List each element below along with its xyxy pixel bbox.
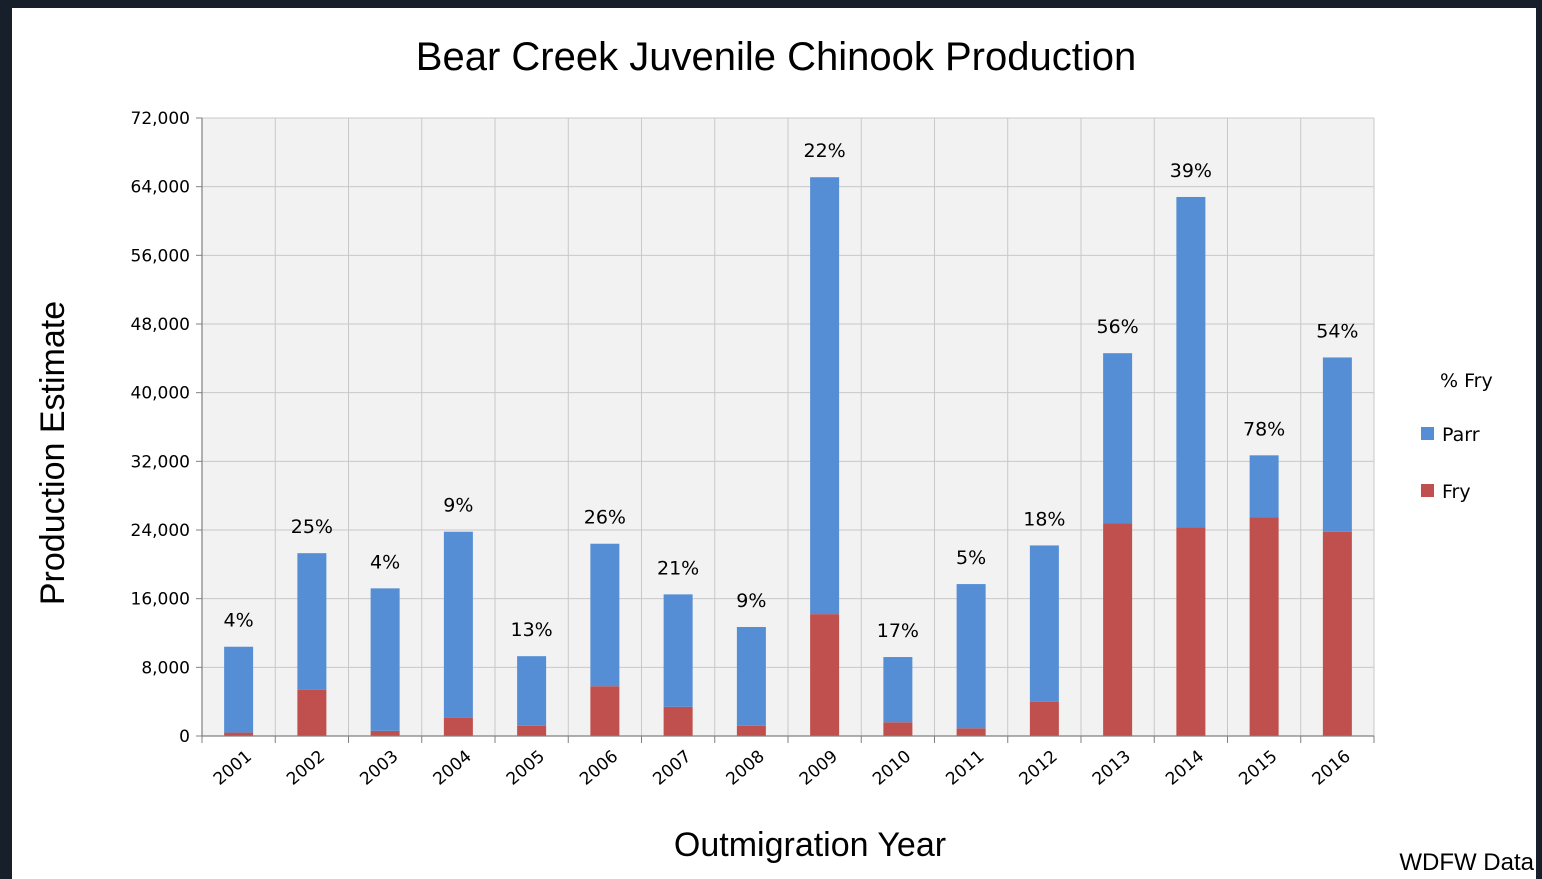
bar-fry-2016 xyxy=(1322,531,1352,736)
y-tick-labels: 0 8,000 16,000 24,000 32,000 40,000 48,000 56,0… xyxy=(131,109,190,747)
y-tick-label: 48,000 xyxy=(131,315,190,335)
chart-frame: Bear Creek Juvenile Chinook Production 0… xyxy=(12,8,1536,879)
y-tick-label: 56,000 xyxy=(131,246,190,266)
bar-parr-2004 xyxy=(443,531,473,718)
bar-parr-2009 xyxy=(810,177,840,615)
bar-parr-2016 xyxy=(1322,357,1352,532)
bar-fry-2010 xyxy=(883,722,913,736)
bar-label-2004: 9% xyxy=(443,495,473,517)
legend-parr-swatch xyxy=(1421,427,1434,440)
bar-label-2006: 26% xyxy=(584,507,626,529)
bar-fry-2008 xyxy=(736,725,766,736)
x-tick-label: 2011 xyxy=(942,747,988,790)
bar-label-2003: 4% xyxy=(370,551,400,573)
y-tick-label: 16,000 xyxy=(131,590,190,610)
bar-fry-2003 xyxy=(370,730,400,736)
bar-label-2010: 17% xyxy=(877,620,919,642)
x-tick-label: 2007 xyxy=(649,747,695,790)
y-tick-label: 24,000 xyxy=(131,521,190,541)
legend-fry-swatch xyxy=(1421,484,1434,497)
bar-fry-2015 xyxy=(1249,517,1279,736)
y-tick-label: 40,000 xyxy=(131,384,190,404)
x-tick-label: 2013 xyxy=(1089,747,1135,790)
bar-fry-2013 xyxy=(1103,523,1133,736)
x-tick-label: 2008 xyxy=(723,747,769,790)
bar-fry-2002 xyxy=(297,689,327,736)
bar-parr-2006 xyxy=(590,543,620,687)
x-tick-labels: 2001 2002 2003 2004 2005 2006 2007 2008 2009 2010… xyxy=(210,747,1355,790)
x-tick-label: 2009 xyxy=(796,747,842,790)
x-tick-label: 2015 xyxy=(1235,747,1281,790)
bar-parr-2003 xyxy=(370,588,400,731)
bar-label-2005: 13% xyxy=(511,619,553,641)
bar-parr-2012 xyxy=(1029,545,1059,702)
bar-label-2009: 22% xyxy=(804,140,846,162)
bar-label-2012: 18% xyxy=(1023,508,1065,530)
x-tick-label: 2002 xyxy=(283,747,329,790)
bar-fry-2005 xyxy=(517,725,547,736)
bar-label-2011: 5% xyxy=(956,547,986,569)
bar-parr-2001 xyxy=(224,646,254,733)
x-tick-label: 2001 xyxy=(210,747,256,790)
legend: % Fry Parr Fry xyxy=(1421,370,1493,503)
y-tick-label: 8,000 xyxy=(141,658,190,678)
x-tick-label: 2010 xyxy=(869,747,915,790)
bar-label-2002: 25% xyxy=(291,516,333,538)
x-tick-label: 2012 xyxy=(1016,747,1062,790)
axes xyxy=(201,118,1375,743)
bar-fry-2007 xyxy=(663,706,693,736)
chart: Bear Creek Juvenile Chinook Production 0… xyxy=(34,35,1535,876)
bar-parr-2011 xyxy=(956,584,986,729)
bar-parr-2002 xyxy=(297,553,327,690)
y-tick-label: 64,000 xyxy=(131,178,190,198)
bar-label-2016: 54% xyxy=(1316,320,1358,342)
percent-labels: 4% 25% 4% 9% 13% 26% 21% 9% 22% 17% 5% 18% 56% 39% 78%… xyxy=(224,140,1359,642)
bar-fry-2011 xyxy=(956,728,986,736)
bar-fry-2004 xyxy=(443,717,473,736)
x-tick-label: 2014 xyxy=(1162,747,1208,790)
bar-label-2014: 39% xyxy=(1170,160,1212,182)
legend-parr-label: Parr xyxy=(1442,424,1480,446)
x-tick-label: 2016 xyxy=(1309,747,1355,790)
bar-parr-2015 xyxy=(1249,455,1279,518)
y-axis-title: Production Estimate xyxy=(34,301,72,605)
bar-parr-2010 xyxy=(883,657,913,723)
source-note: WDFW Data xyxy=(1399,849,1534,876)
chart-title: Bear Creek Juvenile Chinook Production xyxy=(416,35,1136,79)
bar-fry-2014 xyxy=(1176,527,1206,736)
bar-label-2015: 78% xyxy=(1243,418,1285,440)
bar-fry-2001 xyxy=(224,732,254,736)
bar-fry-2012 xyxy=(1029,701,1059,736)
bar-label-2013: 56% xyxy=(1097,316,1139,338)
x-tick-label: 2003 xyxy=(356,747,402,790)
bar-label-2008: 9% xyxy=(736,590,766,612)
bar-parr-2014 xyxy=(1176,196,1206,528)
bar-parr-2008 xyxy=(736,626,766,726)
y-tick-label: 32,000 xyxy=(131,452,190,472)
y-tick-label: 0 xyxy=(179,727,190,747)
x-tick-label: 2006 xyxy=(576,747,622,790)
bar-fry-2006 xyxy=(590,686,620,736)
bar-fry-2009 xyxy=(810,614,840,736)
legend-title: % Fry xyxy=(1440,370,1493,392)
bar-parr-2005 xyxy=(517,656,547,726)
bar-parr-2007 xyxy=(663,594,693,707)
bar-label-2001: 4% xyxy=(224,610,254,632)
legend-fry-label: Fry xyxy=(1442,481,1471,503)
y-tick-label: 72,000 xyxy=(131,109,190,129)
bars xyxy=(224,177,1352,736)
x-tick-label: 2005 xyxy=(503,747,549,790)
bar-parr-2013 xyxy=(1103,353,1133,524)
x-tick-label: 2004 xyxy=(430,747,476,790)
bar-label-2007: 21% xyxy=(657,557,699,579)
x-axis-title: Outmigration Year xyxy=(674,826,946,864)
